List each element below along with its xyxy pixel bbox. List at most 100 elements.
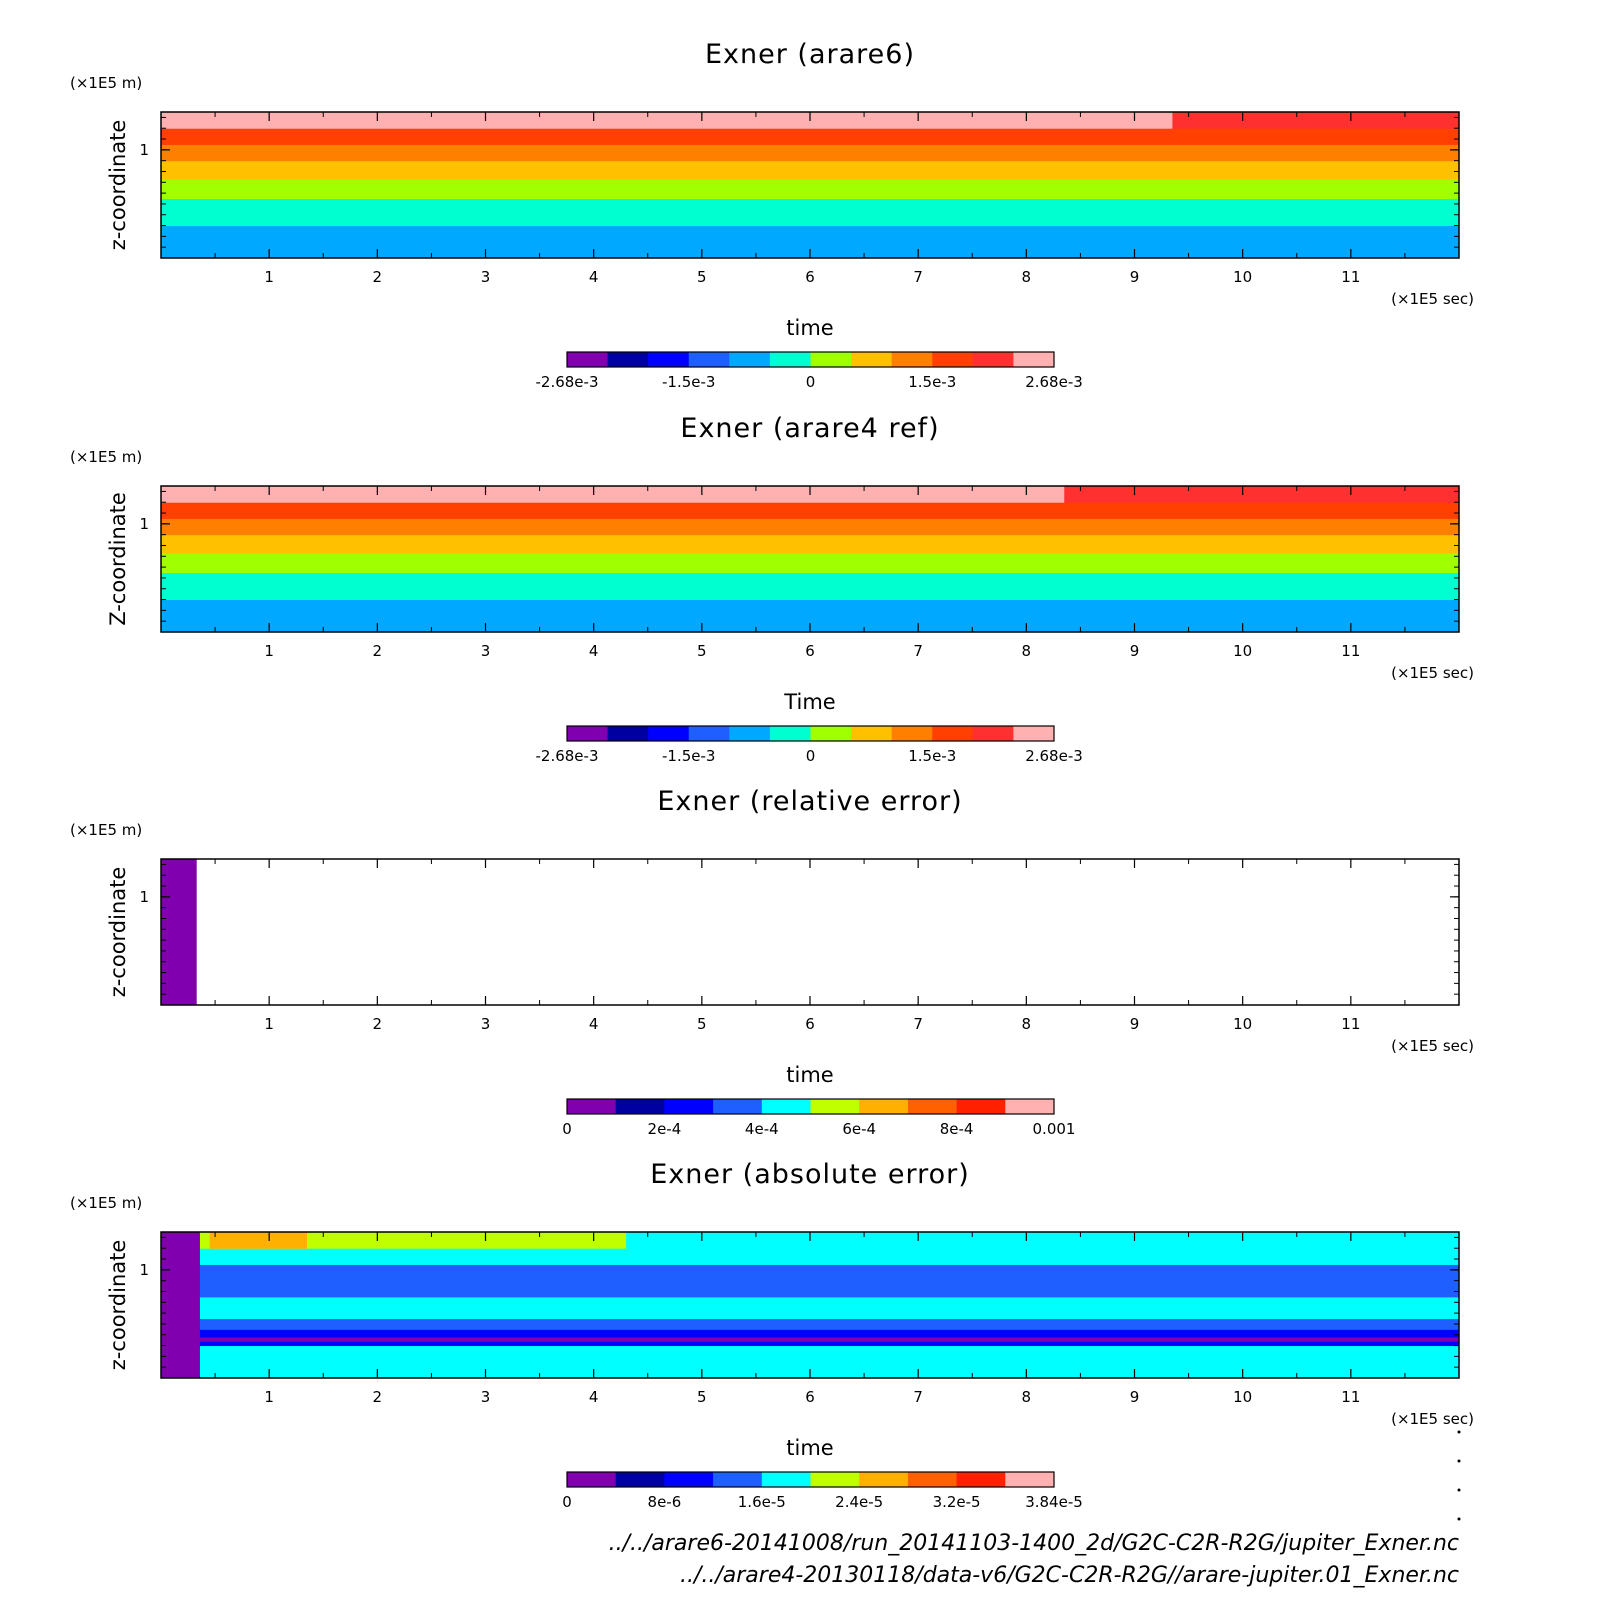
- colorbar-swatch: [810, 1099, 860, 1114]
- colorbar-frame: [566, 1098, 1055, 1115]
- footer-path: ../../arare6-20141008/run_20141103-1400_…: [609, 1531, 1459, 1556]
- x-tick-label: 5: [697, 1015, 707, 1033]
- x-tick-label: 9: [1130, 642, 1140, 660]
- x-tick-label: 8: [1022, 268, 1032, 286]
- colorbar-swatch: [907, 1472, 958, 1487]
- y-unit: (×1E5 m): [70, 74, 142, 92]
- field: [161, 1232, 1459, 1378]
- x-tick-label: 5: [697, 268, 707, 286]
- x-tick-label: 7: [913, 1015, 923, 1033]
- colorbar-swatch: [567, 1099, 617, 1114]
- colorbar-swatch: [1005, 1099, 1055, 1114]
- colorbar-swatch: [851, 352, 893, 367]
- colorbar-swatch: [810, 1472, 860, 1487]
- colorbar-tick-label: 1.5e-3: [908, 373, 956, 391]
- colorbar-tick-label: 2.68e-3: [1025, 373, 1083, 391]
- colorbar-swatch: [567, 1472, 617, 1487]
- colorbar: -2.68e-3 -1.5e-3 0 1.5e-3 2.68e-3: [536, 725, 1083, 765]
- x-tick-label: 1: [264, 1015, 274, 1033]
- colorbar-tick-label: 1.6e-5: [738, 1493, 786, 1511]
- x-tick-label: 10: [1233, 1015, 1252, 1033]
- colorbar-swatch: [729, 352, 771, 367]
- colorbar-swatch: [891, 352, 933, 367]
- colorbar-tick-label: -2.68e-3: [536, 747, 599, 765]
- colorbar-swatch: [972, 726, 1014, 741]
- colorbar-tick-label: 0: [806, 747, 816, 765]
- field-layer: [1064, 486, 1459, 503]
- colorbar-swatch: [810, 352, 852, 367]
- x-tick-label: 11: [1341, 1015, 1360, 1033]
- colorbar-swatch: [567, 352, 609, 367]
- x-tick-label: 10: [1233, 268, 1252, 286]
- colorbar-swatch: [607, 352, 649, 367]
- colorbar-swatch: [956, 1099, 1006, 1114]
- colorbar-swatch: [761, 1099, 811, 1114]
- field-layer: [161, 1318, 1459, 1330]
- panel-title: Exner (relative error): [657, 786, 962, 817]
- colorbar-swatch: [769, 352, 811, 367]
- x-tick-label: 11: [1341, 642, 1360, 660]
- colorbar-tick-label: 8e-4: [940, 1120, 974, 1138]
- x-unit: (×1E5 sec): [1391, 290, 1474, 308]
- x-tick-label: 2: [373, 642, 383, 660]
- y-axis-label: z-coordinate: [106, 120, 130, 251]
- colorbar-swatch: [851, 726, 893, 741]
- x-tick-label: 1: [264, 642, 274, 660]
- colorbar-tick-label: 0.001: [1033, 1120, 1076, 1138]
- field-layer: [161, 859, 197, 1005]
- y-unit: (×1E5 m): [70, 1194, 142, 1212]
- field-layer: [161, 160, 1459, 180]
- colorbar-swatch: [664, 1472, 714, 1487]
- colorbar: 0 2e-4 4e-4 6e-4 8e-4 0.001: [562, 1098, 1076, 1138]
- field-layer: [1172, 112, 1459, 129]
- colorbar-swatch: [1013, 352, 1055, 367]
- x-tick-label: 7: [913, 268, 923, 286]
- x-tick-label: 5: [697, 1388, 707, 1406]
- field-layer: [161, 198, 1459, 227]
- x-unit: (×1E5 sec): [1391, 664, 1474, 682]
- colorbar-tick-label: 2.4e-5: [835, 1493, 883, 1511]
- colorbar-swatch: [956, 1472, 1006, 1487]
- colorbar-swatch: [607, 726, 649, 741]
- x-tick-label: 3: [481, 1388, 491, 1406]
- y-tick-label: 1: [139, 1261, 149, 1279]
- field-layer: [161, 518, 1459, 536]
- colorbar-swatch: [769, 726, 811, 741]
- colorbar-tick-label: 6e-4: [842, 1120, 876, 1138]
- x-axis-label: time: [786, 316, 833, 340]
- colorbar-swatch: [688, 352, 730, 367]
- field-layer: [161, 144, 1459, 162]
- colorbar-swatch: [891, 726, 933, 741]
- field-layer: [161, 1341, 1459, 1347]
- panel-title: Exner (arare6): [705, 39, 915, 70]
- x-tick-label: 10: [1233, 1388, 1252, 1406]
- x-tick-label: 1: [264, 1388, 274, 1406]
- colorbar-swatch: [648, 352, 690, 367]
- y-unit: (×1E5 m): [70, 448, 142, 466]
- x-tick-label: 9: [1130, 1015, 1140, 1033]
- x-tick-label: 6: [805, 268, 815, 286]
- x-tick-label: 2: [373, 1388, 383, 1406]
- colorbar-tick-label: 0: [806, 373, 816, 391]
- field-layer: [161, 1329, 1459, 1338]
- x-axis-label: Time: [783, 690, 835, 714]
- colorbar-tick-label: 2e-4: [648, 1120, 682, 1138]
- colorbar-frame: [566, 1471, 1055, 1488]
- field-layer: [161, 1232, 200, 1378]
- x-tick-label: 1: [264, 268, 274, 286]
- footer-path: ../../arare4-20130118/data-v6/G2C-C2R-R2…: [680, 1563, 1459, 1588]
- panel-2: Exner (arare4 ref)(×1E5 m)1 2 3 4 5 6 7 8 9 10 111…: [70, 413, 1474, 765]
- colorbar-tick-label: -1.5e-3: [662, 747, 715, 765]
- y-tick-label: 1: [139, 888, 149, 906]
- field: [161, 859, 1459, 1005]
- field-background: [161, 859, 1459, 1005]
- colorbar-swatch: [713, 1099, 763, 1114]
- colorbar-tick-label: 4e-4: [745, 1120, 779, 1138]
- field-layer: [161, 534, 1459, 554]
- colorbar-tick-label: 0: [562, 1493, 572, 1511]
- x-tick-label: 7: [913, 1388, 923, 1406]
- x-tick-label: 11: [1341, 268, 1360, 286]
- panel-1: Exner (arare6)(×1E5 m)1 2 3 4 5 6 7 8 9 10 111z-co…: [70, 39, 1474, 391]
- colorbar-frame: [566, 725, 1055, 742]
- colorbar-swatch: [932, 352, 974, 367]
